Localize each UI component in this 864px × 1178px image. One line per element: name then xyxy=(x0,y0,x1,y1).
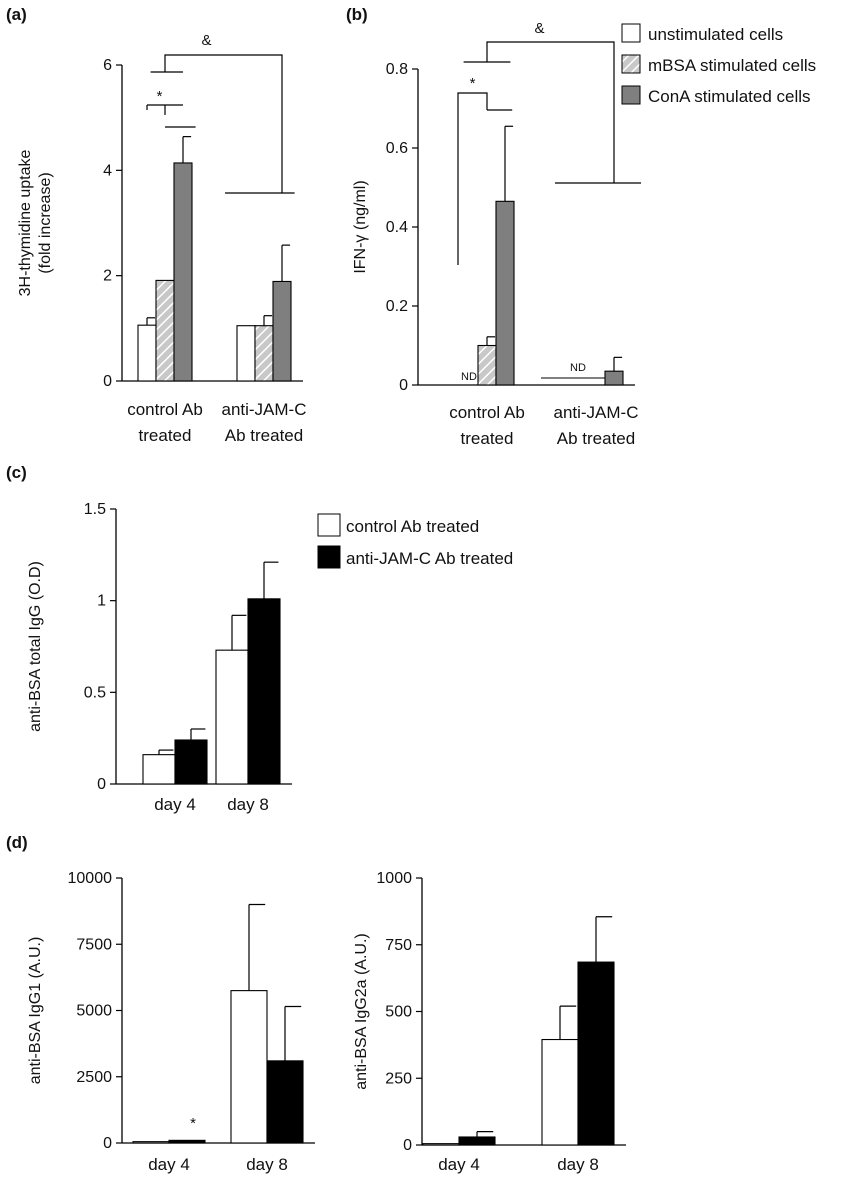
bar xyxy=(541,1038,579,1146)
bar xyxy=(155,279,175,382)
legend-label-unstimulated: unstimulated cells xyxy=(648,25,783,44)
y-tick-label: 2 xyxy=(103,268,112,285)
bar xyxy=(132,1141,170,1144)
y-tick-label: 0.2 xyxy=(386,298,408,315)
y-tick-label: 0.8 xyxy=(386,61,408,78)
bar xyxy=(604,370,624,386)
bar xyxy=(236,325,256,382)
category-label: day 8 xyxy=(557,1155,599,1174)
bar xyxy=(142,754,176,785)
legend-label-mbsa: mBSA stimulated cells xyxy=(648,56,816,75)
legend-swatch-unstimulated xyxy=(621,23,641,43)
significance-star: * xyxy=(157,88,163,105)
category-label: Ab treated xyxy=(225,426,303,445)
significance-bracket-amp xyxy=(486,41,615,183)
chart-panel-d-igg2a: 0 250 500 750 1000 anti-BSA IgG2a (A.U.) day 4… xyxy=(353,870,626,1174)
y-axis-label: 3H-thymidine uptake xyxy=(17,150,34,297)
legend-swatch-antijamc xyxy=(317,545,341,569)
y-tick-label: 0 xyxy=(399,377,408,394)
bar xyxy=(254,325,274,382)
category-label: control Ab xyxy=(449,403,525,422)
y-axis-label: anti-BSA IgG1 (A.U.) xyxy=(27,937,44,1085)
bar xyxy=(458,1136,496,1146)
category-label: anti-JAM-C xyxy=(553,403,638,422)
category-label: treated xyxy=(461,429,514,448)
category-label: day 8 xyxy=(227,795,269,814)
y-tick-label: 4 xyxy=(103,162,112,179)
significance-amp: & xyxy=(201,32,211,49)
category-label: day 8 xyxy=(246,1155,288,1174)
nd-label: ND xyxy=(570,362,586,374)
significance-star: * xyxy=(190,1115,196,1132)
bar xyxy=(230,990,268,1144)
category-label: treated xyxy=(139,426,192,445)
y-tick-label: 0 xyxy=(403,1137,412,1154)
y-tick-label: 500 xyxy=(385,1004,412,1021)
bar xyxy=(422,1143,460,1146)
chart-panel-b: 0 0.2 0.4 0.6 0.8 IFN-γ (ng/ml) control Ab trea… xyxy=(352,20,641,448)
legend-label-cona: ConA stimulated cells xyxy=(648,87,811,106)
nd-label: ND xyxy=(461,371,477,383)
y-tick-label: 5000 xyxy=(76,1003,112,1020)
y-axis-label: anti-BSA total IgG (O.D) xyxy=(27,561,44,732)
legend-label-control: control Ab treated xyxy=(346,517,479,536)
bar xyxy=(577,961,615,1146)
bar xyxy=(495,200,515,386)
y-tick-label: 250 xyxy=(385,1070,412,1087)
category-label: anti-JAM-C xyxy=(221,400,306,419)
bar xyxy=(168,1139,206,1144)
bar xyxy=(247,598,281,785)
chart-panel-a: 0 2 4 6 3H-thymidine uptake (fold increase) co… xyxy=(17,32,307,445)
y-tick-label: 0 xyxy=(103,373,112,390)
y-tick-label: 1.5 xyxy=(84,501,106,518)
bar xyxy=(266,1060,304,1144)
category-label: day 4 xyxy=(148,1155,190,1174)
y-axis-label: (fold increase) xyxy=(37,172,54,273)
significance-star: * xyxy=(470,75,476,92)
bar xyxy=(173,162,193,382)
chart-panel-c: 0 0.5 1 1.5 anti-BSA total IgG (O.D) day 4 day… xyxy=(27,501,292,814)
y-tick-label: 1 xyxy=(97,593,106,610)
y-tick-label: 2500 xyxy=(76,1069,112,1086)
significance-bracket-amp xyxy=(164,54,283,193)
y-tick-label: 6 xyxy=(103,57,112,74)
panel-label-a: (a) xyxy=(6,5,27,24)
legend-treatment: control Ab treated anti-JAM-C Ab treated xyxy=(317,513,513,569)
bar xyxy=(174,739,208,785)
category-label: control Ab xyxy=(127,400,203,419)
bar xyxy=(477,344,497,386)
y-axis-label: IFN-γ (ng/ml) xyxy=(352,180,369,273)
bar xyxy=(272,280,292,382)
y-tick-label: 0.4 xyxy=(386,219,408,236)
category-label: Ab treated xyxy=(557,429,635,448)
legend-swatch-control xyxy=(317,513,341,537)
panel-label-d: (d) xyxy=(6,833,28,852)
bar xyxy=(215,649,249,785)
y-tick-label: 7500 xyxy=(76,936,112,953)
legend-label-antijamc: anti-JAM-C Ab treated xyxy=(346,549,513,568)
y-tick-label: 1000 xyxy=(376,870,412,887)
y-tick-label: 0 xyxy=(97,776,106,793)
chart-panel-d-igg1: 0 2500 5000 7500 10000 anti-BSA IgG1 (A.U.) da… xyxy=(27,870,315,1174)
category-label: day 4 xyxy=(438,1155,480,1174)
significance-bracket xyxy=(457,92,488,265)
y-tick-label: 10000 xyxy=(68,870,113,887)
y-tick-label: 750 xyxy=(385,937,412,954)
y-tick-label: 0.6 xyxy=(386,140,408,157)
legend-swatch-mbsa xyxy=(621,54,641,74)
y-axis-label: anti-BSA IgG2a (A.U.) xyxy=(353,933,370,1090)
y-tick-label: 0 xyxy=(103,1135,112,1152)
legend-stimulation: unstimulated cells mBSA stimulated cells… xyxy=(621,23,816,106)
legend-swatch-cona xyxy=(621,85,641,105)
category-label: day 4 xyxy=(154,795,196,814)
bar xyxy=(137,324,157,382)
significance-amp: & xyxy=(534,20,544,37)
panel-label-b: (b) xyxy=(346,5,368,24)
y-tick-label: 0.5 xyxy=(84,684,106,701)
panel-label-c: (c) xyxy=(6,463,27,482)
